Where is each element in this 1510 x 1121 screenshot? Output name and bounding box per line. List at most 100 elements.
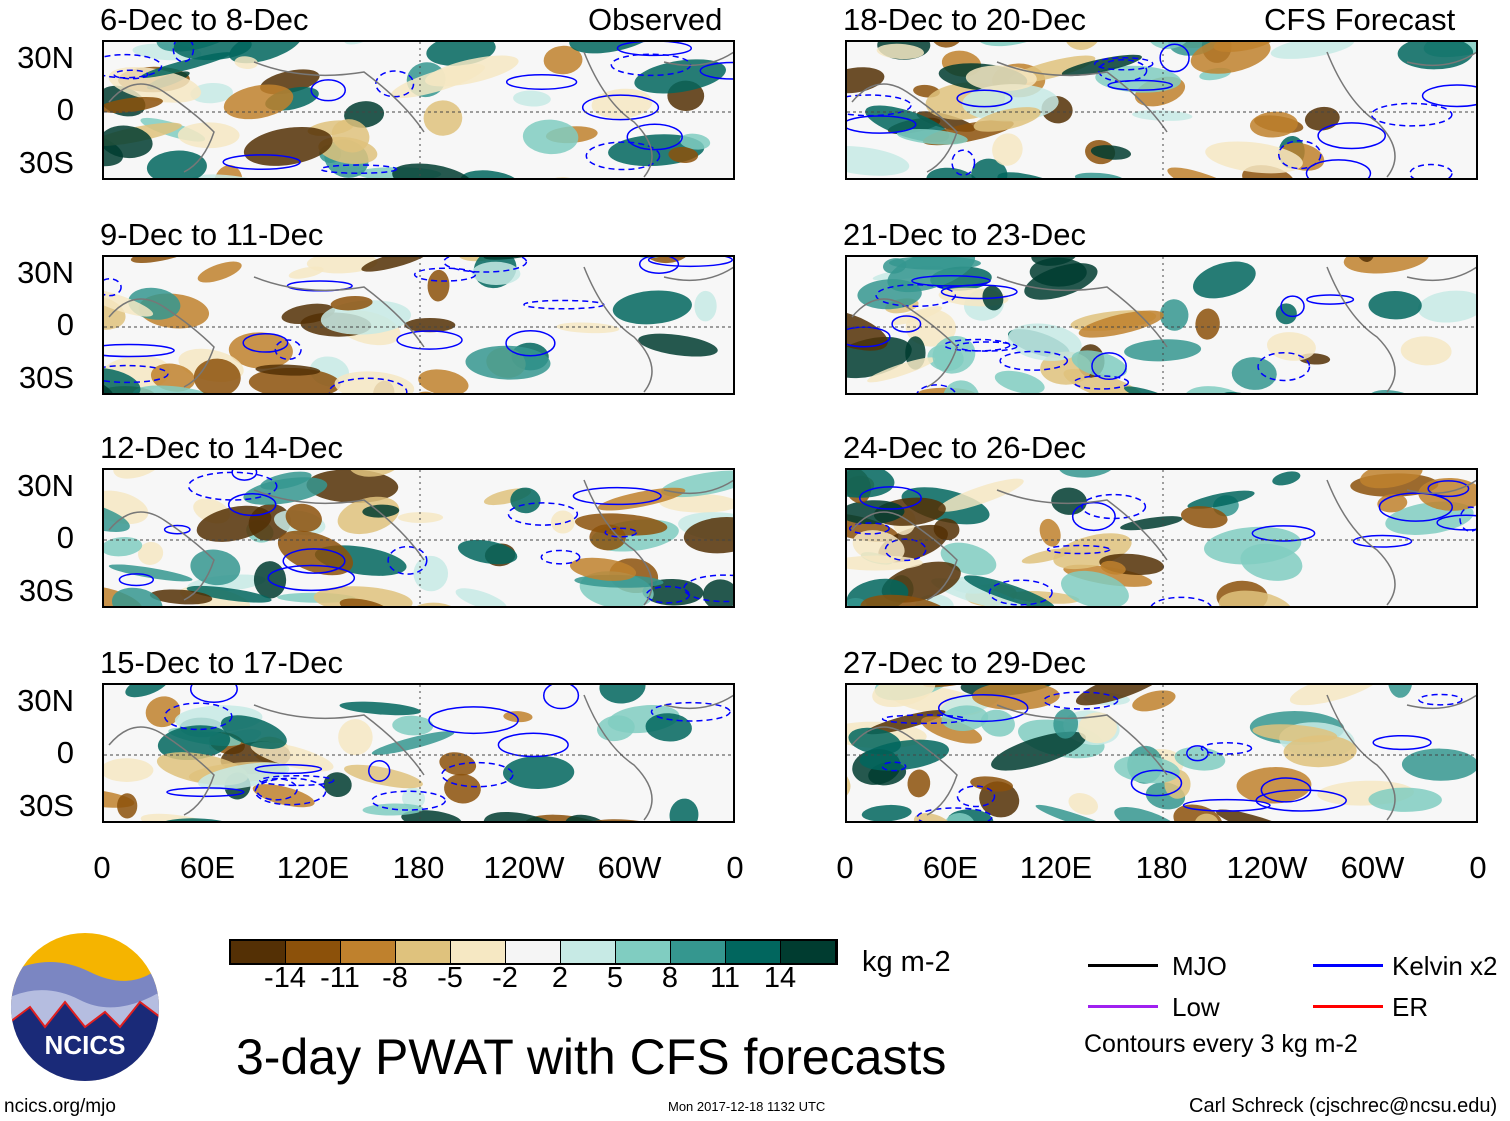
kelvin-contour [572,486,662,506]
kelvin-contour [505,329,556,357]
anomaly-blob [104,758,154,782]
kelvin-contour [1081,493,1147,520]
colorbar-swatch [396,941,451,963]
kelvin-contour [1097,59,1148,83]
anomaly-blob [503,755,575,790]
lat-label: 30S [18,145,74,180]
coastlines [108,51,733,178]
anomaly-blob [1068,793,1099,815]
kelvin-contour [523,299,605,310]
anomaly-blob [642,578,704,606]
anomaly-blob [857,279,922,310]
anomaly-blob [1194,813,1219,821]
legend-kelvin: Kelvin x2 [1392,951,1498,981]
anomaly-blob [306,257,378,274]
anomaly-blob [243,126,333,166]
anomaly-blob [255,364,321,376]
anomaly-blob [1041,607,1097,608]
anomaly-blob [543,45,583,75]
panel-title: 18-Dec to 20-Dec [843,2,1086,37]
anomaly-blob [556,322,620,334]
anomaly-blob [852,530,905,564]
kelvin-contour [113,69,149,80]
anomaly-blob [887,257,976,293]
lat-label: 30N [17,683,74,718]
anomaly-blob [847,470,895,498]
anomaly-blob [1187,490,1255,509]
panel-title: 27-Dec to 29-Dec [843,645,1086,680]
kelvin-contour [166,787,245,798]
panel-title: 21-Dec to 23-Dec [843,217,1086,252]
anomaly-blob [213,165,243,178]
anomaly-blob [457,539,518,565]
site-url[interactable]: ncics.org/mjo [4,1096,116,1117]
anomaly-blob [125,685,169,698]
anomaly-blob [1240,543,1303,581]
anomaly-blob [569,42,661,54]
anomaly-blob [599,685,646,704]
lon-label: 60W [1340,850,1405,885]
anomaly-blob [1360,470,1423,489]
anomaly-blob [913,813,952,821]
kelvin-contour [638,257,680,274]
anomaly-blob [1051,487,1087,515]
anomaly-blob [907,769,931,798]
kelvin-contour [848,522,890,535]
anomaly-blob [702,579,733,606]
kelvin-contour [1043,691,1119,710]
coastlines [108,479,733,606]
anomaly-blob [612,290,692,325]
anomaly-blob [867,357,936,383]
colorbar-tick-label: 2 [551,962,569,994]
anomaly-blob [149,589,213,605]
anomaly-blob [104,499,130,533]
coastlines [851,479,1476,606]
anomaly-blob [146,150,207,178]
kelvin-contour [1091,352,1127,381]
anomaly-blob [1215,809,1303,821]
kelvin-contour [540,549,581,565]
lat-label: 30S [18,360,74,395]
anomaly-blob [1304,106,1340,131]
anomaly-blob [186,585,272,603]
lat-label: 30N [17,40,74,75]
anomaly-blob [260,471,312,490]
lat-label: 30N [17,468,74,503]
anomaly-blob [361,257,430,272]
anomaly-blob [138,541,164,565]
kelvin-contour [647,257,733,268]
lat-label: 0 [56,520,74,555]
anomaly-blob [1124,339,1202,362]
anomaly-blob [965,65,1037,92]
kelvin-contour [683,574,733,603]
contour-note: Contours every 3 kg m-2 [1084,1030,1358,1058]
kelvin-contour [916,807,993,821]
anomaly-blob [130,257,192,263]
anomaly-blob [117,793,138,819]
kelvin-contour [626,123,683,151]
kelvin-contour [956,89,1013,108]
coastlines [108,266,733,393]
kelvin-contour [1257,351,1311,382]
anomaly-blob [1417,290,1476,323]
kelvin-contour [254,777,327,806]
lon-label: 180 [1135,850,1188,885]
anomaly-blob [104,125,153,159]
lon-label: 120W [1226,850,1308,885]
anomaly-blob [669,798,699,821]
colorbar-swatch [286,941,341,963]
anomaly-blob [1343,257,1430,274]
pwat-map-panel [102,683,735,823]
kelvin-contour [1421,84,1476,108]
legend-er-line [1313,1005,1383,1008]
anomaly-blob [150,363,196,392]
author: Carl Schreck (cjschrec@ncsu.edu) [1189,1095,1498,1117]
anomaly-blob [1251,685,1305,686]
anomaly-blob [522,119,579,155]
kelvin-contour [937,693,1029,723]
anomaly-blob [418,369,469,393]
kelvin-contour [1130,769,1183,797]
observed-label: Observed [588,2,723,37]
anomaly-blob [963,575,1055,606]
panel-title: 12-Dec to 14-Dec [100,430,343,465]
